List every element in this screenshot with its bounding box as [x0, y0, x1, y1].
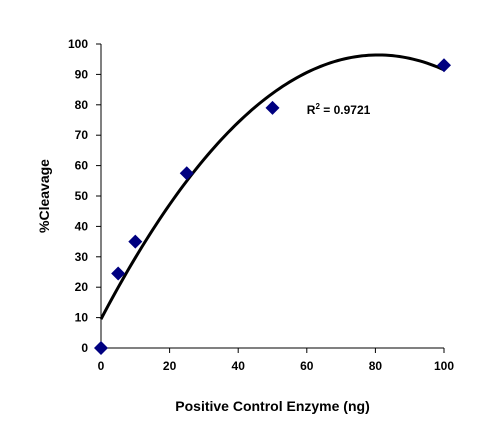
x-tick-label: 60: [300, 359, 314, 373]
x-tick-label: 20: [163, 359, 177, 373]
r-squared-value: = 0.9721: [320, 103, 371, 117]
y-tick-label: 10: [75, 311, 89, 325]
data-point: [265, 100, 280, 115]
y-tick-label: 100: [68, 37, 88, 51]
r-squared-annotation: R2 = 0.9721: [307, 102, 371, 117]
y-tick-label: 0: [81, 341, 88, 355]
x-tick-label: 0: [98, 359, 105, 373]
y-tick-label: 50: [75, 189, 89, 203]
x-ticks: 0 20 40 60 80 100: [98, 348, 454, 373]
axes: 0 20 40 60 80 100 0 10 20 30 40 50 60 70 80 90 100: [68, 37, 454, 373]
x-axis-title: Positive Control Enzyme (ng): [175, 398, 369, 414]
y-tick-label: 80: [75, 98, 89, 112]
y-ticks: 0 10 20 30 40 50 60 70 80 90 100: [68, 37, 101, 355]
x-tick-label: 100: [434, 359, 454, 373]
y-tick-label: 90: [75, 67, 89, 81]
y-tick-label: 40: [75, 219, 89, 233]
x-tick-label: 80: [369, 359, 383, 373]
trendline: [99, 53, 445, 320]
y-axis-title: %Cleavage: [36, 159, 52, 233]
y-tick-label: 70: [75, 128, 89, 142]
y-tick-label: 60: [75, 159, 89, 173]
x-tick-label: 40: [232, 359, 246, 373]
y-tick-label: 30: [75, 250, 89, 264]
data-point: [94, 341, 108, 355]
data-point: [437, 58, 451, 73]
data-point: [128, 234, 143, 249]
data-point: [179, 166, 194, 181]
r-squared-superscript: 2: [315, 102, 320, 111]
y-tick-label: 20: [75, 280, 89, 294]
r-squared-prefix: R: [307, 103, 316, 117]
data-points: [94, 58, 451, 355]
data-point: [111, 266, 126, 281]
